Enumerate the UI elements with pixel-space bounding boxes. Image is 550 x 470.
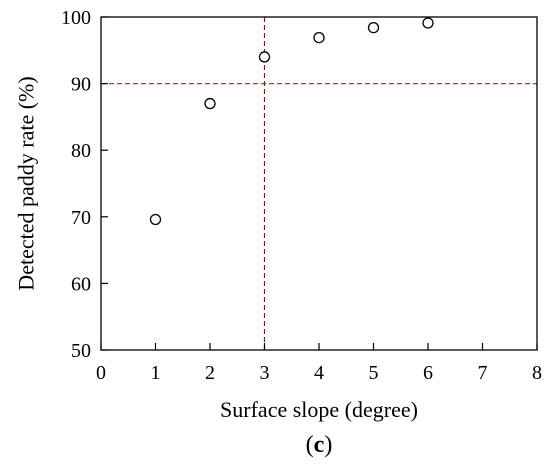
data-point xyxy=(149,213,162,226)
y-tick-label: 100 xyxy=(61,7,91,29)
y-axis: 50 60 70 80 90 100 xyxy=(61,7,108,362)
reference-lines xyxy=(101,17,537,350)
y-tick-label: 50 xyxy=(71,340,91,362)
x-tick-label: 3 xyxy=(260,362,270,384)
x-tick-label: 4 xyxy=(314,362,324,384)
data-point xyxy=(204,97,216,110)
x-axis: 0 1 2 3 4 5 6 7 8 xyxy=(96,343,542,384)
x-tick-label: 5 xyxy=(369,362,379,384)
panel-label-letter: c xyxy=(314,432,325,458)
x-tick-label: 1 xyxy=(151,362,161,384)
data-point xyxy=(258,51,271,63)
x-tick-label: 0 xyxy=(96,362,106,384)
x-tick-label: 2 xyxy=(205,362,215,384)
x-tick-label: 7 xyxy=(478,362,488,384)
data-points xyxy=(149,17,434,226)
panel-label: (c) xyxy=(306,432,333,458)
data-point xyxy=(367,22,380,34)
y-tick-label: 70 xyxy=(71,207,91,229)
panel-label-open: ( xyxy=(306,432,314,458)
x-axis-title: Surface slope (degree) xyxy=(220,397,418,422)
x-tick-label: 6 xyxy=(423,362,433,384)
data-point xyxy=(422,17,434,29)
x-tick-label: 8 xyxy=(532,362,542,384)
y-tick-label: 90 xyxy=(71,74,91,96)
panel-label-close: ) xyxy=(324,432,332,458)
data-point xyxy=(313,31,325,44)
plot-area-frame xyxy=(100,16,538,351)
y-axis-title: Detected paddy rate (%) xyxy=(14,76,39,290)
y-tick-label: 80 xyxy=(71,140,91,162)
y-tick-label: 60 xyxy=(71,273,91,295)
